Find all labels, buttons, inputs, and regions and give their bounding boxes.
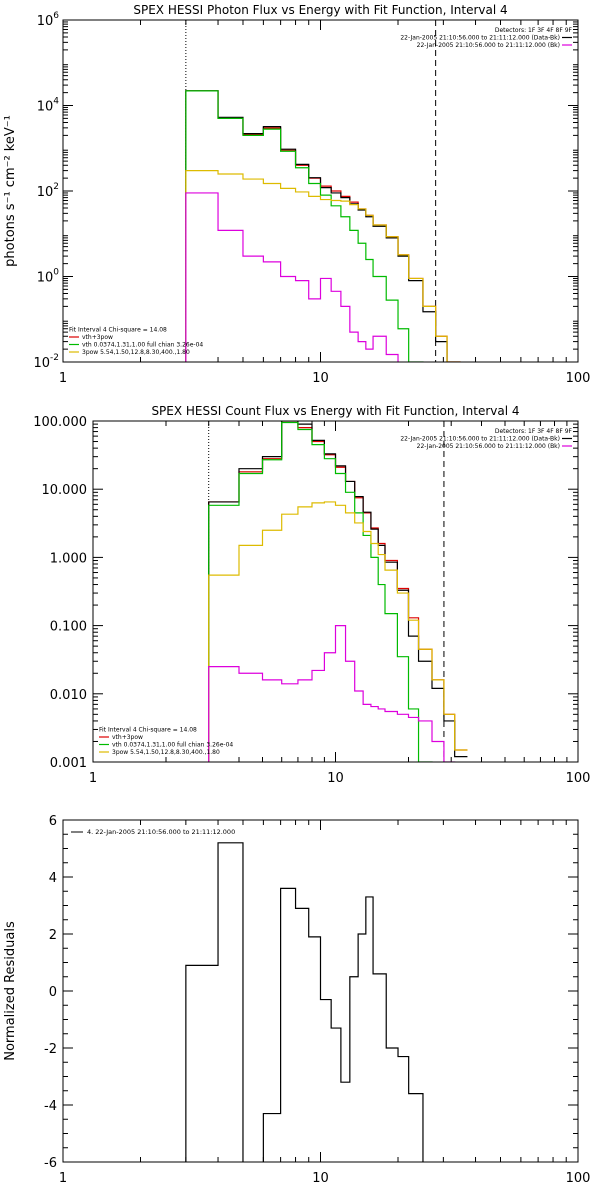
chart-panel-2: SPEX HESSI Count Flux vs Energy with Fit… xyxy=(33,404,591,786)
y-axis-label: photons s⁻¹ cm⁻² keV⁻¹ xyxy=(3,115,18,267)
legend-entry: 4. 22-Jan-2005 21:10:56.000 to 21:11:12.… xyxy=(87,828,235,836)
legend-entry: 22-Jan-2005 21:10:56.000 to 21:11:12.000… xyxy=(417,443,560,450)
legend-entry: 3pow 5.54,1.50,12.8,8.30,400.,1.80 xyxy=(112,749,220,756)
plot-frame xyxy=(62,819,579,1163)
y-tick-label: -4 xyxy=(44,1099,57,1114)
chart-title: SPEX HESSI Count Flux vs Energy with Fit… xyxy=(151,404,519,418)
y-tick-label: 4 xyxy=(49,871,57,886)
series-data-bk xyxy=(208,421,468,762)
legend-entry: vth+3pow xyxy=(112,734,143,741)
y-tick-label: 1.000 xyxy=(50,551,87,566)
chart-panel-3: Normalized Residuals 1 10 100 -6 -4 -2 0 2 4 6 4. 2… xyxy=(3,814,591,1186)
data-area xyxy=(185,90,461,362)
plot-frame xyxy=(92,420,579,763)
chart-title: SPEX HESSI Photon Flux vs Energy with Fi… xyxy=(133,3,507,17)
x-tick-label: 100 xyxy=(566,1171,591,1186)
legend-entry: Detectors: 1F 3F 4F 8F 9F xyxy=(495,27,573,34)
series-bk xyxy=(208,625,456,762)
series-4-22-jan-2005-21-10-56-000-to-21-11-12-000 xyxy=(185,842,424,1162)
x-tick-label: 1 xyxy=(59,1171,67,1186)
y-tick-label: 100.000 xyxy=(33,415,87,430)
y-tick-label: 0.001 xyxy=(50,756,87,771)
y-tick-label: 106 xyxy=(37,11,60,29)
y-tick-label: 6 xyxy=(49,814,57,829)
x-tick-label: 100 xyxy=(566,771,591,786)
x-tick-label: 10 xyxy=(327,771,344,786)
y-tick-label: 10-2 xyxy=(33,353,59,371)
x-tick-label: 1 xyxy=(89,771,97,786)
legend-entry: vth 0.0374,1.31,1.00 full chian 3.26e-04 xyxy=(112,742,233,749)
y-tick-label: 0 xyxy=(49,985,57,1000)
y-axis-label: Normalized Residuals xyxy=(3,921,18,1061)
y-tick-label: 2 xyxy=(49,928,57,943)
series-3pow xyxy=(185,170,461,362)
chart-panel-1: SPEX HESSI Photon Flux vs Energy with Fi… xyxy=(3,3,591,386)
y-tick-label: -2 xyxy=(44,1042,57,1057)
x-tick-label: 10 xyxy=(312,1171,329,1186)
legend-entry: Detectors: 1F 3F 4F 8F 9F xyxy=(495,428,573,435)
series-vth-3pow xyxy=(208,421,468,762)
data-area xyxy=(185,842,424,1162)
y-tick-label: 100 xyxy=(37,268,60,286)
y-tick-label: 102 xyxy=(37,182,59,200)
legend-entry: 22-Jan-2005 21:10:56.000 to 21:11:12.000… xyxy=(417,42,560,49)
plot-frame xyxy=(62,19,579,363)
y-tick-label: 104 xyxy=(37,97,60,115)
data-area xyxy=(208,421,468,762)
x-tick-label: 1 xyxy=(59,371,67,386)
x-tick-label: 100 xyxy=(566,371,591,386)
y-tick-label: 0.010 xyxy=(50,688,87,703)
series-3pow xyxy=(208,501,468,762)
y-tick-label: 0.100 xyxy=(50,620,87,635)
y-tick-label: 10.000 xyxy=(42,483,88,498)
legend-entry: Fit Interval 4 Chi-square = 14.08 xyxy=(99,727,197,734)
legend-entry: vth+3pow xyxy=(82,334,113,341)
x-tick-label: 10 xyxy=(312,371,329,386)
series-vth xyxy=(185,90,424,362)
legend-entry: 22-Jan-2005 21:10:56.000 to 21:11:12.000… xyxy=(400,436,560,443)
series-bk xyxy=(185,192,399,362)
series-vth xyxy=(208,421,433,762)
legend-entry: vth 0.0374,1.31,1.00 full chian 3.26e-04 xyxy=(82,342,203,349)
series-vth-3pow xyxy=(185,90,461,362)
legend-entry: 3pow 5.54,1.50,12.8,8.30,400.,1.80 xyxy=(82,349,190,356)
legend-entry: Fit Interval 4 Chi-square = 14.08 xyxy=(69,327,167,334)
legend-entry: 22-Jan-2005 21:10:56.000 to 21:11:12.000… xyxy=(400,35,560,42)
series-data-bk xyxy=(185,90,448,362)
y-tick-label: -6 xyxy=(44,1156,57,1171)
